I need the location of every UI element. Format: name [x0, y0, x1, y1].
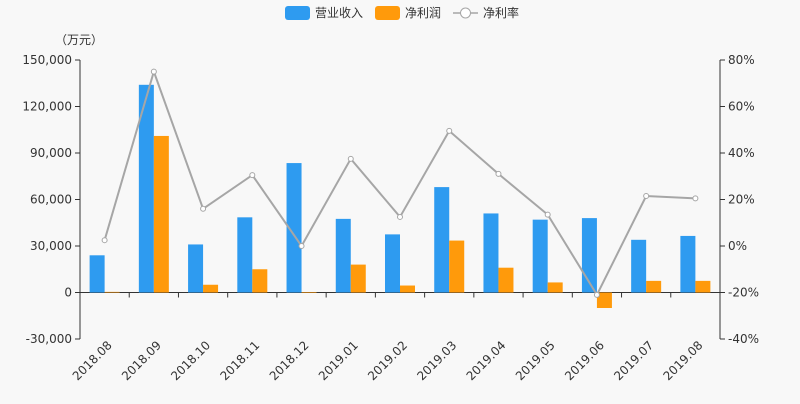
y-left-tick-label: 90,000: [30, 146, 72, 160]
net-profit-bar: [449, 240, 465, 293]
revenue-bar: [680, 235, 696, 293]
x-tick-label: 2018.12: [267, 338, 312, 383]
net-margin-point: [347, 155, 354, 162]
x-tick-label: 2018.09: [119, 338, 164, 383]
revenue-bar: [237, 217, 253, 293]
y-left-tick-label: 60,000: [30, 193, 72, 207]
revenue-bar: [335, 218, 351, 293]
revenue-bar: [581, 218, 597, 293]
net-margin-point: [150, 68, 157, 75]
revenue-bar: [631, 239, 647, 293]
y-right-tick-label: 20%: [728, 193, 755, 207]
net-profit-bar: [252, 269, 268, 293]
y-right-tick-label: 40%: [728, 146, 755, 160]
x-tick-label: 2019.08: [661, 338, 706, 383]
net-profit-bar: [104, 291, 120, 293]
legend-label: 净利润: [405, 6, 441, 20]
net-margin-point: [249, 172, 256, 179]
legend-net-profit-swatch: [375, 6, 400, 20]
net-margin-point: [200, 205, 207, 212]
revenue-bar: [286, 163, 302, 293]
net-margin-point: [101, 237, 108, 244]
y-right-tick-label: 0%: [728, 239, 747, 253]
net-margin-point: [593, 291, 600, 298]
x-tick-labels: 2018.08 2018.09 2018.10 2018.11 2018.12 2019.…: [70, 338, 706, 383]
y-left-tick-label: 120,000: [22, 100, 72, 114]
net-profit-bar: [547, 282, 563, 293]
y-right-tick-label: 60%: [728, 100, 755, 114]
net-profit-bar: [695, 280, 711, 293]
axes: -30,000 0 30,000 60,000 90,000 120,000 150,000…: [22, 53, 759, 346]
net-profit-bar: [400, 285, 415, 293]
net-margin-point: [397, 213, 403, 220]
y-left-tick-label: 0: [64, 286, 72, 300]
bars: [89, 84, 711, 308]
y-unit-label: （万元）: [55, 33, 103, 47]
y-left-tick-label: 30,000: [30, 239, 72, 253]
x-tick-label: 2019.03: [414, 338, 459, 383]
net-margin-line: [101, 68, 699, 298]
revenue-bar: [188, 244, 204, 293]
legend-net-margin-marker: [460, 7, 471, 19]
x-tick-label: 2018.08: [70, 338, 115, 383]
x-tick-label: 2018.11: [217, 338, 262, 383]
y-right-tick-label: 80%: [728, 53, 755, 67]
net-margin-point: [692, 195, 699, 202]
net-profit-bar: [596, 292, 612, 308]
revenue-bar: [89, 255, 105, 293]
legend-revenue-swatch: [285, 6, 310, 20]
legend: 营业收入 净利润 净利率: [285, 5, 519, 20]
y-right-tick-label: -40%: [728, 332, 759, 346]
x-tick-label: 2019.06: [562, 338, 607, 383]
x-tick-label: 2018.10: [168, 338, 213, 383]
y-right-tick-label: -20%: [728, 286, 759, 300]
x-tick-label: 2019.02: [365, 338, 410, 383]
net-margin-point: [495, 170, 502, 177]
net-margin-point: [544, 211, 551, 218]
net-margin-point: [298, 243, 305, 249]
x-tick-label: 2019.04: [464, 338, 509, 383]
y-left-tick-label: -30,000: [26, 332, 72, 346]
x-tick-label: 2019.07: [611, 338, 656, 383]
x-tick-label: 2019.01: [316, 338, 361, 383]
net-profit-bar: [301, 292, 317, 293]
legend-label: 营业收入: [315, 6, 363, 20]
net-profit-bar: [153, 135, 169, 293]
net-profit-bar: [203, 284, 219, 293]
net-profit-bar: [350, 264, 366, 293]
revenue-bar: [434, 187, 450, 293]
y-left-tick-label: 150,000: [22, 53, 72, 67]
net-margin-point: [643, 193, 650, 200]
revenue-bar: [532, 219, 548, 293]
net-profit-bar: [498, 267, 514, 293]
revenue-bar: [385, 234, 400, 293]
revenue-bar: [483, 213, 499, 293]
net-profit-bar: [646, 280, 662, 293]
x-tick-label: 2019.05: [513, 338, 558, 383]
legend-label: 净利率: [483, 5, 519, 20]
net-margin-point: [446, 127, 453, 134]
revenue-bar: [138, 84, 154, 293]
